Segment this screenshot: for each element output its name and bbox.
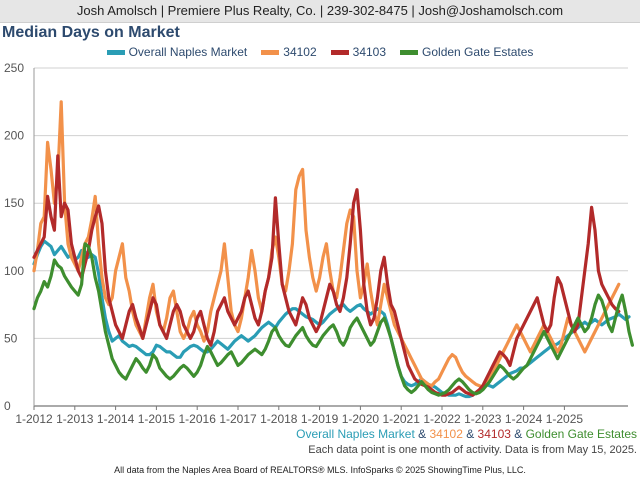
x-tick-label: 1-2016: [179, 412, 217, 426]
caption-amp-3: &: [510, 427, 526, 441]
legend-swatch-34102: [261, 49, 280, 55]
x-tick-label: 1-2013: [56, 412, 94, 426]
caption-amp-2: &: [462, 427, 478, 441]
legend-swatch-golden-gate: [400, 49, 419, 55]
contact-text: Josh Amolsch | Premiere Plus Realty, Co.…: [76, 3, 564, 18]
x-tick-label: 1-2024: [505, 412, 543, 426]
caption-34103: 34103: [477, 427, 511, 441]
y-tick-label: 0: [4, 399, 11, 413]
y-tick-label: 200: [4, 129, 24, 143]
x-tick-label: 1-2023: [464, 412, 502, 426]
series-lines: [32, 100, 635, 399]
x-tick-label: 1-2020: [342, 412, 380, 426]
series-line-34103: [32, 154, 621, 397]
x-tick-label: 1-2017: [219, 412, 257, 426]
chart-title: Median Days on Market: [2, 24, 180, 41]
legend: Overall Naples Market 34102 34103 Golden…: [0, 45, 640, 59]
data-note: Each data point is one month of activity…: [308, 444, 637, 456]
x-tick-label: 1-2021: [383, 412, 421, 426]
legend-item-34102[interactable]: 34102: [261, 45, 317, 59]
legend-label-golden-gate: Golden Gate Estates: [422, 45, 534, 59]
caption-amp-1: &: [414, 427, 430, 441]
legend-item-34103[interactable]: 34103: [330, 45, 387, 59]
legend-label-34102: 34102: [283, 45, 317, 59]
y-tick-label: 150: [4, 196, 24, 210]
x-tick-label: 1-2022: [423, 412, 461, 426]
series-line-golden-gate-estates: [32, 242, 635, 397]
legend-swatch-overall: [106, 49, 125, 55]
legend-label-34103: 34103: [352, 45, 387, 59]
x-tick-label: 1-2014: [97, 412, 135, 426]
legend-label-overall: Overall Naples Market: [128, 45, 248, 59]
x-tick-label: 1-2012: [15, 412, 53, 426]
y-tick-label: 100: [4, 264, 24, 278]
x-tick-label: 1-2015: [138, 412, 176, 426]
caption-34102: 34102: [429, 427, 463, 441]
series-line-34102: [32, 100, 621, 389]
legend-item-golden-gate[interactable]: Golden Gate Estates: [400, 45, 533, 59]
x-tick-label: 1-2025: [546, 412, 584, 426]
source-note: All data from the Naples Area Board of R…: [114, 465, 526, 475]
caption-overall: Overall Naples Market: [296, 427, 415, 441]
series-caption: Overall Naples Market & 34102 & 34103 & …: [296, 427, 637, 441]
x-tick-label: 1-2018: [260, 412, 298, 426]
caption-golden-gate: Golden Gate Estates: [525, 427, 637, 441]
legend-swatch-34103: [330, 49, 349, 55]
y-tick-label: 50: [4, 331, 18, 345]
y-tick-label: 250: [4, 61, 24, 75]
grid-lines: [34, 67, 628, 407]
legend-item-overall[interactable]: Overall Naples Market: [106, 45, 248, 59]
contact-bar: Josh Amolsch | Premiere Plus Realty, Co.…: [0, 0, 640, 23]
x-tick-label: 1-2019: [301, 412, 339, 426]
